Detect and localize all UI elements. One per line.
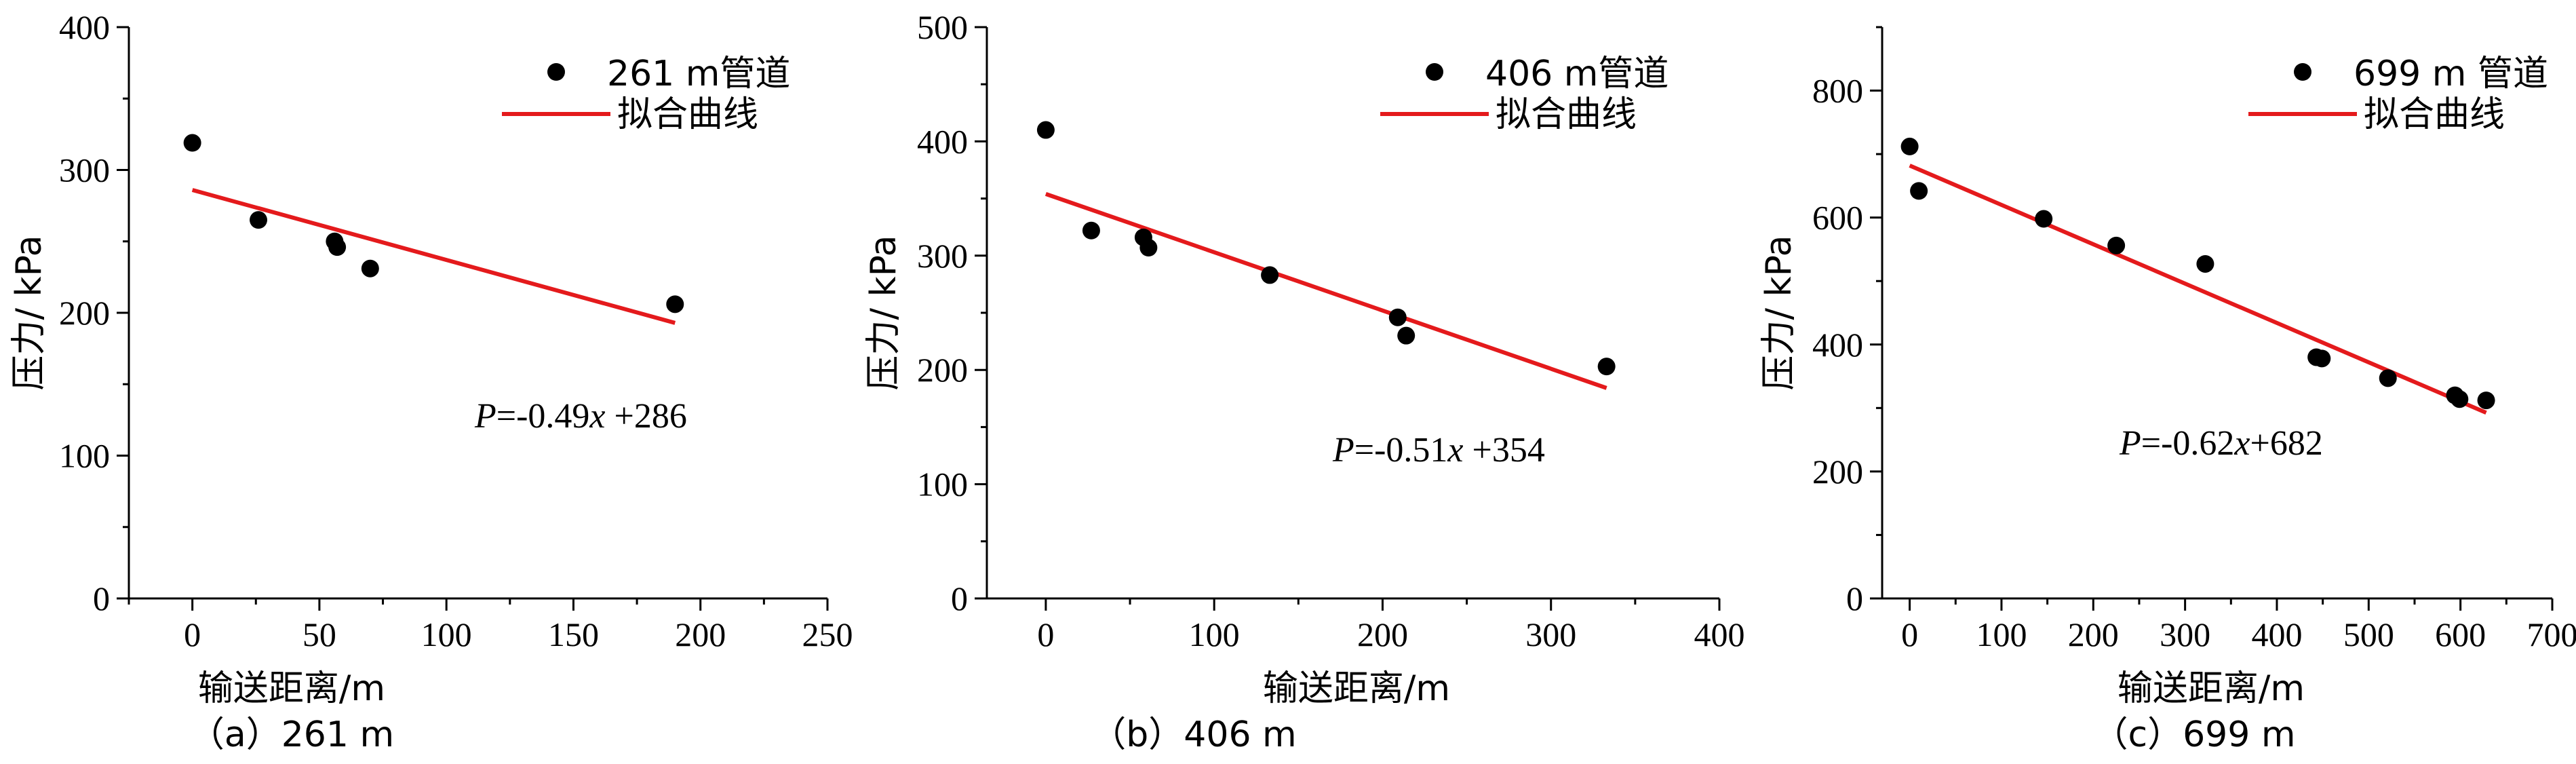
fit-equation-c: P=-0.62x+682: [2119, 424, 2323, 463]
data-point-c: [2035, 210, 2053, 228]
x-tick-label-a: 200: [675, 615, 726, 653]
x-tick-label-c: 600: [2435, 615, 2486, 653]
y-axis-title-c: 压力/ kPa: [1759, 235, 1799, 390]
data-point-a: [361, 259, 379, 278]
x-tick-label-c: 100: [1976, 615, 2027, 653]
y-tick-label-c: 400: [1812, 326, 1863, 364]
y-tick-label-b: 300: [917, 237, 968, 275]
y-tick-label-a: 0: [93, 579, 110, 617]
y-tick-label-c: 0: [1846, 579, 1863, 617]
legend-marker-a: [547, 63, 565, 81]
data-point-a: [183, 134, 201, 152]
x-tick-label-b: 200: [1357, 615, 1408, 653]
y-axis-title-a: 压力/ kPa: [9, 235, 50, 390]
data-point-c: [1900, 137, 1919, 155]
x-tick-label-b: 100: [1189, 615, 1240, 653]
data-point-b: [1261, 266, 1279, 284]
x-tick-label-a: 0: [184, 615, 201, 653]
data-point-a: [250, 211, 268, 229]
x-axis-title-b: 输送距离/m: [1263, 668, 1450, 709]
data-point-c: [2107, 236, 2126, 254]
panel-caption-a: （a）261 m: [189, 714, 394, 755]
legend-label-fit-b: 拟合曲线: [1496, 94, 1637, 135]
data-point-b: [1139, 239, 1158, 257]
x-axis-title-c: 输送距离/m: [2118, 668, 2305, 709]
panel-caption-c: （c）699 m: [2092, 714, 2295, 755]
x-tick-label-c: 500: [2343, 615, 2394, 653]
data-point-c: [2379, 369, 2397, 387]
panel-caption-b: （b）406 m: [1091, 714, 1296, 755]
y-tick-label-b: 0: [951, 579, 968, 617]
y-tick-label-a: 200: [59, 294, 110, 332]
data-point-b: [1388, 308, 1407, 326]
legend-label-scatter-c: 699 m 管道: [2354, 54, 2548, 94]
fit-equation-b: P=-0.51x +354: [1332, 431, 1545, 470]
x-tick-label-a: 100: [421, 615, 472, 653]
y-tick-label-c: 200: [1812, 453, 1863, 491]
data-point-a: [328, 238, 347, 256]
data-point-c: [1910, 182, 1928, 200]
x-tick-label-c: 400: [2251, 615, 2302, 653]
data-point-b: [1597, 358, 1616, 376]
data-point-a: [666, 295, 684, 313]
legend-marker-b: [1426, 63, 1443, 81]
data-point-b: [1082, 221, 1100, 240]
y-tick-label-b: 400: [917, 122, 968, 160]
x-tick-label-b: 400: [1694, 615, 1745, 653]
fit-line-a: [191, 188, 676, 325]
data-point-c: [2477, 391, 2495, 410]
x-tick-label-a: 250: [802, 615, 853, 653]
fit-line-c: [1909, 164, 2487, 415]
y-tick-label-b: 200: [917, 351, 968, 389]
y-tick-label-a: 400: [59, 8, 110, 46]
legend-label-fit-c: 拟合曲线: [2364, 94, 2505, 135]
y-tick-label-b: 500: [917, 8, 968, 46]
data-point-c: [2451, 390, 2469, 408]
y-tick-label-b: 100: [917, 465, 968, 503]
y-tick-label-a: 100: [59, 437, 110, 475]
legend-marker-c: [2294, 63, 2311, 81]
data-point-b: [1036, 121, 1055, 139]
x-tick-label-a: 150: [548, 615, 599, 653]
data-point-b: [1397, 326, 1416, 345]
fit-equation-a: P=-0.49x +286: [474, 397, 687, 436]
x-tick-label-a: 50: [303, 615, 336, 653]
fit-line-b: [1045, 192, 1607, 390]
data-point-c: [2196, 254, 2214, 273]
y-tick-label-a: 300: [59, 151, 110, 189]
y-tick-label-c: 800: [1812, 72, 1863, 110]
data-point-c: [2313, 349, 2331, 368]
legend-label-fit-a: 拟合曲线: [617, 94, 758, 135]
legend-label-scatter-a: 261 m管道: [607, 54, 790, 94]
x-tick-label-b: 300: [1525, 615, 1576, 653]
x-tick-label-c: 0: [1901, 615, 1918, 653]
y-axis-title-b: 压力/ kPa: [863, 235, 904, 390]
x-tick-label-c: 700: [2527, 615, 2576, 653]
legend-label-scatter-b: 406 m管道: [1485, 54, 1668, 94]
x-axis-title-a: 输送距离/m: [198, 668, 385, 709]
y-tick-label-c: 600: [1812, 199, 1863, 237]
x-tick-label-c: 200: [2068, 615, 2119, 653]
x-tick-label-b: 0: [1037, 615, 1054, 653]
x-tick-label-c: 300: [2160, 615, 2210, 653]
